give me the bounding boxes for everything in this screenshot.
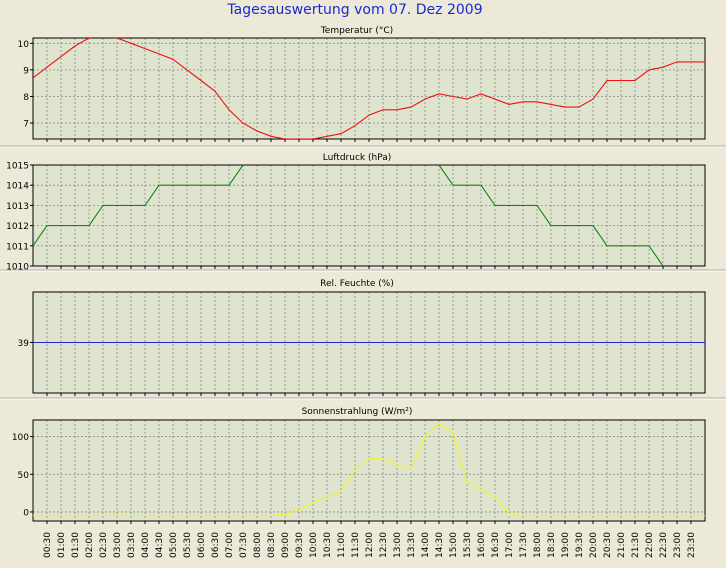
x-tick-label: 16:00	[477, 532, 487, 558]
x-tick-label: 14:00	[421, 532, 431, 558]
x-tick-label: 20:30	[603, 532, 613, 558]
x-tick-label: 18:30	[547, 532, 557, 558]
x-tick-label: 07:30	[239, 532, 249, 558]
y-tick-label: 9	[23, 66, 29, 76]
x-tick-label: 23:30	[687, 532, 697, 558]
y-tick-label: 1012	[6, 222, 29, 232]
x-tick-label: 21:30	[631, 532, 641, 558]
x-tick-label: 07:00	[225, 532, 235, 558]
x-tick-label: 12:30	[379, 532, 389, 558]
panel-title: Rel. Feuchte (%)	[320, 279, 394, 289]
series-line	[33, 423, 705, 517]
x-tick-label: 05:30	[183, 532, 193, 558]
x-tick-label: 01:30	[71, 532, 81, 558]
panel-title: Temperatur (°C)	[320, 26, 393, 36]
x-tick-label: 04:00	[141, 532, 151, 558]
x-tick-label: 01:00	[57, 532, 67, 558]
x-tick-label: 17:00	[505, 532, 515, 558]
y-tick-label: 7	[23, 120, 29, 130]
y-tick-label: 8	[23, 93, 29, 103]
x-tick-label: 13:30	[407, 532, 417, 558]
x-tick-label: 02:30	[99, 532, 109, 558]
y-tick-label: 1014	[6, 182, 29, 192]
y-tick-label: 0	[23, 508, 29, 518]
x-tick-label: 22:30	[659, 532, 669, 558]
x-tick-label: 09:00	[281, 532, 291, 558]
report-title: Tagesauswertung vom 07. Dez 2009	[226, 2, 482, 18]
x-tick-label: 02:00	[85, 532, 95, 558]
x-tick-label: 08:30	[267, 532, 277, 558]
x-tick-label: 16:30	[491, 532, 501, 558]
x-tick-label: 20:00	[589, 532, 599, 558]
x-tick-label: 12:00	[365, 532, 375, 558]
x-tick-label: 13:00	[393, 532, 403, 558]
x-tick-label: 08:00	[253, 532, 263, 558]
x-tick-label: 03:00	[113, 532, 123, 558]
x-tick-label: 23:00	[673, 532, 683, 558]
panel-title: Luftdruck (hPa)	[323, 153, 392, 163]
y-tick-label: 100	[12, 433, 29, 443]
x-tick-label: 11:30	[351, 532, 361, 558]
x-tick-label: 03:30	[127, 532, 137, 558]
series-line	[33, 38, 705, 139]
x-tick-label: 19:30	[575, 532, 585, 558]
x-tick-label: 17:30	[519, 532, 529, 558]
x-tick-label: 15:30	[463, 532, 473, 558]
x-tick-label: 14:30	[435, 532, 445, 558]
x-tick-label: 05:00	[169, 532, 179, 558]
y-tick-label: 1015	[6, 162, 29, 172]
series-line	[33, 165, 664, 266]
x-tick-label: 06:30	[211, 532, 221, 558]
x-tick-label: 18:00	[533, 532, 543, 558]
y-tick-label: 10	[18, 40, 30, 50]
x-tick-label: 09:30	[295, 532, 305, 558]
temperature-chart: Temperatur (°C) 7 8 9 10	[0, 26, 726, 148]
x-tick-label: 04:30	[155, 532, 165, 558]
y-tick-label: 1013	[6, 202, 29, 212]
pressure-chart: Luftdruck (hPa) 1010 1011 1012 1013 1014 1015	[0, 153, 726, 273]
x-tick-label: 00:30	[43, 532, 53, 558]
x-tick-label: 10:00	[309, 532, 319, 558]
x-tick-label: 15:00	[449, 532, 459, 558]
x-tick-label: 11:00	[337, 532, 347, 558]
x-tick-label: 21:00	[617, 532, 627, 558]
y-tick-label: 1011	[6, 242, 29, 252]
x-tick-label: 22:00	[645, 532, 655, 558]
x-tick-label: 10:30	[323, 532, 333, 558]
x-tick-label: 06:00	[197, 532, 207, 558]
x-tick-label: 19:00	[561, 532, 571, 558]
humidity-chart: Rel. Feuchte (%) 39	[0, 279, 726, 400]
y-tick-label: 39	[18, 339, 30, 349]
y-tick-label: 1010	[6, 263, 29, 273]
x-axis-labels: 00:30 01:00 01:30 02:00 02:30 03:00 03:30 04:00…	[43, 532, 697, 558]
y-tick-label: 50	[18, 471, 30, 481]
panel-title: Sonnenstrahlung (W/m²)	[302, 407, 413, 417]
radiation-chart: Sonnenstrahlung (W/m²) 0 50 100	[12, 407, 706, 524]
